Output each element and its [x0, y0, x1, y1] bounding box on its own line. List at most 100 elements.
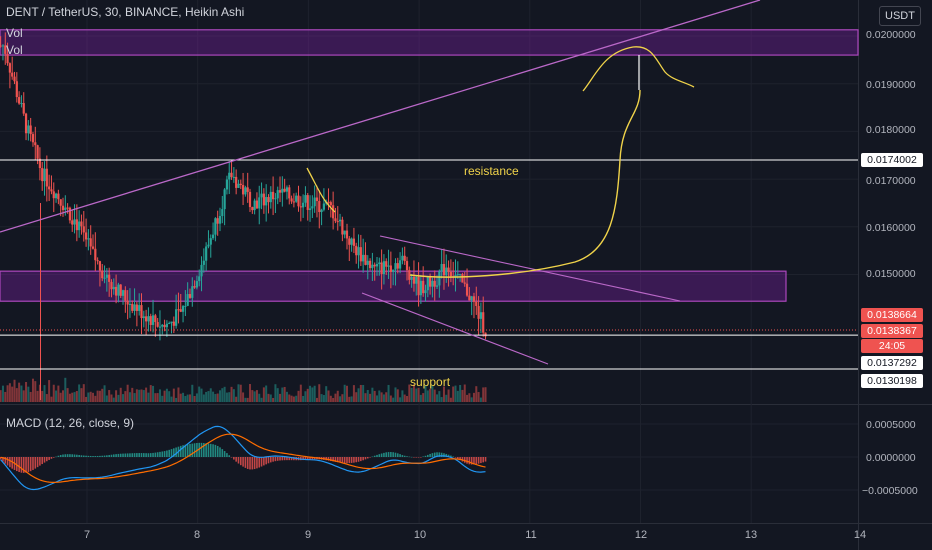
volume-bar: [230, 386, 233, 402]
price-tick-label: 0.0200000: [866, 29, 916, 41]
candle: [149, 316, 152, 325]
currency-button[interactable]: USDT: [879, 6, 921, 26]
macd-histogram-bar: [55, 456, 57, 458]
macd-histogram-bar: [149, 453, 152, 457]
volume-bar: [61, 390, 64, 402]
macd-histogram-bar: [420, 457, 422, 458]
volume-bar: [237, 384, 240, 402]
volume-label[interactable]: Vol: [6, 26, 23, 40]
volume-bar: [223, 386, 226, 402]
candle: [237, 183, 240, 188]
candle: [198, 276, 201, 282]
macd-histogram-bar: [124, 453, 127, 457]
macd-histogram-bar: [269, 457, 272, 463]
macd-histogram-bar: [438, 452, 441, 457]
volume-label-secondary[interactable]: Vol: [6, 43, 23, 57]
candle: [48, 186, 51, 190]
volume-bar: [292, 396, 295, 402]
candle: [373, 264, 376, 267]
candle: [438, 271, 441, 286]
macd-histogram-bar: [475, 457, 478, 465]
macd-histogram-bar: [92, 456, 94, 457]
volume-bar: [172, 388, 175, 402]
volume-bar: [371, 387, 374, 402]
price-tag-current[interactable]: 0.0138367: [861, 324, 923, 338]
candle: [308, 208, 312, 210]
price-tag-resistance[interactable]: 0.0174002: [861, 153, 923, 167]
candle: [168, 323, 171, 325]
candle: [410, 276, 413, 280]
candle: [184, 305, 187, 307]
volume-bar: [156, 393, 159, 402]
volume-bar: [285, 391, 288, 402]
volume-bar: [55, 390, 58, 402]
candle: [341, 219, 344, 235]
volume-bar: [406, 396, 409, 402]
price-tag-support-low[interactable]: 0.0130198: [861, 374, 923, 388]
macd-histogram-bar: [22, 457, 25, 473]
volume-bar: [205, 391, 208, 402]
macd-histogram-bar: [138, 453, 140, 457]
volume-bar: [235, 396, 238, 402]
candle: [459, 274, 462, 276]
candle: [43, 168, 46, 182]
macd-histogram-bar: [11, 457, 13, 469]
macd-histogram-bar: [410, 456, 413, 458]
support-label[interactable]: support: [410, 375, 451, 389]
volume-bar: [352, 385, 355, 402]
macd-histogram-bar: [399, 454, 401, 457]
price-tag-support[interactable]: 0.0137292: [861, 356, 923, 370]
macd-histogram-bar: [87, 455, 90, 457]
macd-histogram-bar: [309, 457, 311, 460]
macd-histogram-bar: [110, 454, 113, 457]
macd-histogram-bar: [334, 457, 337, 462]
symbol-title[interactable]: DENT / TetherUS, 30, BINANCE, Heikin Ash…: [6, 5, 245, 19]
price-tick-label: 0.0150000: [866, 268, 916, 280]
macd-histogram-bar: [276, 457, 279, 461]
candle: [36, 145, 39, 159]
macd-tick-label: 0.0005000: [866, 419, 916, 431]
volume-bar: [313, 385, 316, 402]
macd-histogram-bar: [126, 453, 129, 457]
macd-tick-label: −0.0005000: [862, 485, 918, 497]
candle: [94, 248, 97, 261]
candle: [456, 274, 459, 276]
candle: [465, 283, 469, 296]
candle: [419, 280, 422, 296]
candle: [269, 191, 272, 203]
macd-title[interactable]: MACD (12, 26, close, 9): [6, 416, 135, 430]
date-tick-label: 8: [193, 529, 201, 541]
volume-bar: [98, 390, 101, 402]
volume-bar: [315, 397, 318, 402]
candle: [371, 264, 374, 269]
volume-bar: [34, 381, 37, 402]
macd-histogram-bar: [80, 455, 83, 457]
candle: [165, 323, 168, 328]
macd-histogram-bar: [353, 457, 355, 463]
volume-bar: [445, 394, 448, 402]
candle: [211, 234, 215, 239]
candle: [0, 45, 2, 47]
macd-histogram-bar: [336, 457, 339, 463]
volume-bar: [482, 387, 485, 402]
price-tag-last[interactable]: 0.0138664: [861, 308, 923, 322]
macd-histogram-bar: [62, 454, 64, 457]
candle: [239, 183, 242, 186]
volume-bar: [348, 396, 351, 402]
macd-histogram-bar: [112, 454, 115, 457]
candle: [140, 305, 143, 319]
volume-bar: [68, 393, 71, 402]
volume-bar: [401, 390, 404, 402]
price-tick-label: 0.0170000: [866, 175, 916, 187]
macd-histogram-bar: [223, 451, 226, 457]
macd-histogram-bar: [396, 453, 399, 457]
resistance-label[interactable]: resistance: [464, 164, 519, 178]
candle: [248, 191, 252, 208]
candle: [218, 216, 222, 224]
macd-histogram-bar: [339, 457, 341, 463]
candle: [412, 276, 416, 284]
candle: [205, 246, 208, 261]
macd-histogram-bar: [73, 454, 76, 457]
